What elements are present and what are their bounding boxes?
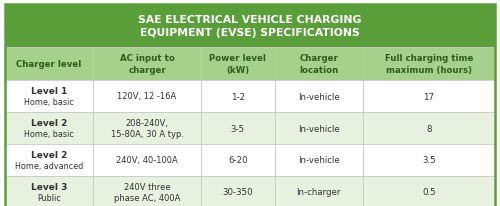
Text: 240V three
phase AC, 400A: 240V three phase AC, 400A <box>114 182 180 202</box>
Text: Home, basic: Home, basic <box>24 97 74 107</box>
Bar <box>201 112 274 144</box>
Bar <box>201 144 274 176</box>
Text: In-charger: In-charger <box>296 188 341 197</box>
Text: 3.5: 3.5 <box>422 156 436 165</box>
Bar <box>362 112 495 144</box>
Text: Level 1: Level 1 <box>31 87 68 96</box>
Bar <box>201 48 274 81</box>
Bar <box>362 48 495 81</box>
Bar <box>5 5 495 48</box>
Text: Home, basic: Home, basic <box>24 129 74 138</box>
Text: Full charging time
maximum (hours): Full charging time maximum (hours) <box>384 54 473 74</box>
Text: AC input to
charger: AC input to charger <box>120 54 174 74</box>
Bar <box>93 112 201 144</box>
Bar <box>274 48 362 81</box>
Bar <box>274 144 362 176</box>
Text: 8: 8 <box>426 124 432 133</box>
Bar <box>274 81 362 112</box>
Text: In-vehicle: In-vehicle <box>298 124 340 133</box>
Text: 240V, 40-100A: 240V, 40-100A <box>116 156 178 165</box>
Bar <box>274 112 362 144</box>
Bar <box>93 176 201 206</box>
Bar <box>5 81 93 112</box>
Text: 30-350: 30-350 <box>222 188 253 197</box>
Bar <box>201 81 274 112</box>
Bar <box>201 176 274 206</box>
Bar <box>362 144 495 176</box>
Text: 6-20: 6-20 <box>228 156 248 165</box>
Bar <box>5 176 93 206</box>
Text: 120V, 12 -16A: 120V, 12 -16A <box>118 92 176 101</box>
Bar <box>274 176 362 206</box>
Text: 1-2: 1-2 <box>230 92 245 101</box>
Bar <box>93 48 201 81</box>
Text: 3-5: 3-5 <box>230 124 245 133</box>
Bar <box>5 48 93 81</box>
Text: 208-240V,
15-80A, 30 A typ.: 208-240V, 15-80A, 30 A typ. <box>110 118 184 138</box>
Text: SAE ELECTRICAL VEHICLE CHARGING
EQUIPMENT (EVSE) SPECIFICATIONS: SAE ELECTRICAL VEHICLE CHARGING EQUIPMEN… <box>138 15 362 38</box>
Bar <box>5 112 93 144</box>
Text: In-vehicle: In-vehicle <box>298 92 340 101</box>
Text: Level 2: Level 2 <box>31 118 68 127</box>
Bar <box>93 81 201 112</box>
Bar <box>5 144 93 176</box>
Text: 0.5: 0.5 <box>422 188 436 197</box>
Text: Home, advanced: Home, advanced <box>15 161 83 170</box>
Text: In-vehicle: In-vehicle <box>298 156 340 165</box>
Text: Charger level: Charger level <box>16 60 82 69</box>
Text: Level 3: Level 3 <box>31 182 68 191</box>
Bar <box>93 144 201 176</box>
Text: Level 2: Level 2 <box>31 150 68 159</box>
Text: Charger
location: Charger location <box>299 54 338 74</box>
Text: 17: 17 <box>424 92 434 101</box>
Text: Public: Public <box>37 193 61 202</box>
Bar <box>362 81 495 112</box>
Bar <box>362 176 495 206</box>
Text: Power level
(kW): Power level (kW) <box>210 54 266 74</box>
